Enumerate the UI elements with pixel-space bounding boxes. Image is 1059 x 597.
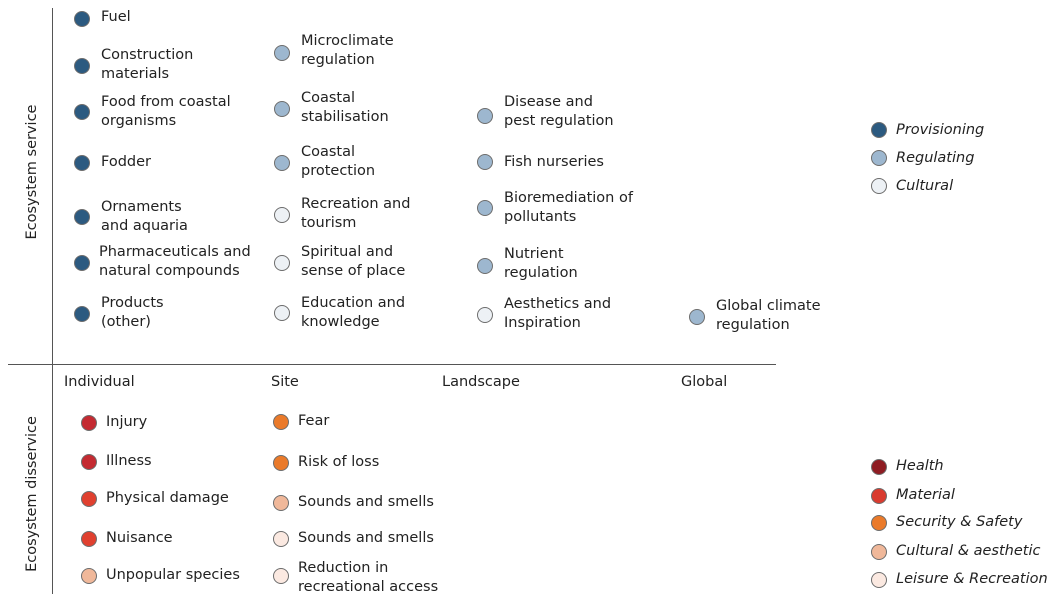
- service-label-aesthetics: Aesthetics and Inspiration: [504, 296, 612, 331]
- service-dot-fish-nurseries: [477, 154, 493, 170]
- disservice-label-nuisance: Nuisance: [106, 530, 173, 546]
- disservice-dot-risk-of-loss: [273, 455, 289, 471]
- service-dot-spiritual: [274, 255, 290, 271]
- service-dot-bioremediation: [477, 200, 493, 216]
- service-label-products-other: Products (other): [101, 295, 164, 330]
- service-dot-disease-pest: [477, 108, 493, 124]
- service-label-fodder: Fodder: [101, 154, 151, 170]
- service-label-global-climate: Global climate regulation: [716, 298, 821, 333]
- service-dot-coastal-stabilisation: [274, 101, 290, 117]
- service-label-disease-pest: Disease and pest regulation: [504, 94, 614, 129]
- service-label-coastal-stabilisation: Coastal stabilisation: [301, 90, 389, 125]
- service-dot-nutrient-regulation: [477, 258, 493, 274]
- scale-site: Site: [271, 374, 299, 390]
- service-label-recreation-tourism: Recreation and tourism: [301, 196, 411, 231]
- service-dot-aesthetics: [477, 307, 493, 323]
- service-label-fish-nurseries: Fish nurseries: [504, 154, 604, 170]
- legend-label-cultural-aesthetic: Cultural & aesthetic: [896, 543, 1041, 559]
- legend-dot-leisure-recreation: [871, 572, 887, 588]
- ecosystem-disservice-axis-label: Ecosystem disservice: [24, 416, 40, 572]
- disservice-label-sounds-smells-leisure: Sounds and smells: [298, 530, 434, 546]
- horizontal-axis-line: [8, 364, 776, 366]
- service-label-pharmaceuticals: Pharmaceuticals and natural compounds: [99, 244, 251, 279]
- legend-dot-cultural-aesthetic: [871, 544, 887, 560]
- disservice-dot-sounds-smells-leisure: [273, 531, 289, 547]
- service-dot-coastal-protection: [274, 155, 290, 171]
- disservice-label-illness: Illness: [106, 453, 152, 469]
- service-dot-pharmaceuticals: [74, 255, 90, 271]
- disservice-dot-reduction-access: [273, 568, 289, 584]
- disservice-label-reduction-access: Reduction in recreational access: [298, 560, 439, 595]
- service-label-nutrient-regulation: Nutrient regulation: [504, 246, 578, 281]
- legend-label-regulating: Regulating: [896, 150, 975, 166]
- disservice-label-injury: Injury: [106, 414, 148, 430]
- service-label-microclimate: Microclimate regulation: [301, 33, 394, 68]
- legend-label-provisioning: Provisioning: [896, 122, 985, 138]
- service-dot-education: [274, 305, 290, 321]
- service-dot-fuel: [74, 11, 90, 27]
- disservice-label-risk-of-loss: Risk of loss: [298, 454, 380, 470]
- legend-dot-cultural: [871, 178, 887, 194]
- scale-global: Global: [681, 374, 728, 390]
- service-label-food-from-coastal-organisms: Food from coastal organisms: [101, 94, 231, 129]
- scale-landscape: Landscape: [442, 374, 520, 390]
- legend-label-material: Material: [896, 487, 955, 503]
- legend-label-leisure-recreation: Leisure & Recreation: [896, 571, 1048, 587]
- disservice-label-fear: Fear: [298, 413, 330, 429]
- ecosystem-service-axis-label: Ecosystem service: [24, 104, 40, 240]
- legend-label-health: Health: [896, 458, 944, 474]
- service-dot-construction-materials: [74, 58, 90, 74]
- service-label-education: Education and knowledge: [301, 295, 406, 330]
- legend-dot-security-safety: [871, 515, 887, 531]
- legend-label-security-safety: Security & Safety: [896, 514, 1023, 530]
- disservice-dot-sounds-smells-cultural: [273, 495, 289, 511]
- legend-dot-regulating: [871, 150, 887, 166]
- service-dot-global-climate: [689, 309, 705, 325]
- legend-dot-material: [871, 488, 887, 504]
- legend-label-cultural: Cultural: [896, 178, 954, 194]
- disservice-dot-physical-damage: [81, 491, 97, 507]
- service-label-ornaments-aquaria: Ornaments and aquaria: [101, 199, 188, 234]
- service-label-bioremediation: Bioremediation of pollutants: [504, 190, 633, 225]
- service-label-construction-materials: Construction materials: [101, 47, 194, 82]
- disservice-dot-injury: [81, 415, 97, 431]
- disservice-label-unpopular-species: Unpopular species: [106, 567, 240, 583]
- disservice-label-sounds-smells-cultural: Sounds and smells: [298, 494, 434, 510]
- legend-dot-provisioning: [871, 122, 887, 138]
- service-dot-fodder: [74, 155, 90, 171]
- disservice-label-physical-damage: Physical damage: [106, 490, 229, 506]
- service-dot-recreation-tourism: [274, 207, 290, 223]
- vertical-axis-line: [52, 8, 54, 594]
- service-dot-products-other: [74, 306, 90, 322]
- disservice-dot-nuisance: [81, 531, 97, 547]
- service-dot-microclimate: [274, 45, 290, 61]
- disservice-dot-illness: [81, 454, 97, 470]
- scale-individual: Individual: [64, 374, 135, 390]
- service-dot-food-from-coastal-organisms: [74, 104, 90, 120]
- service-label-fuel: Fuel: [101, 9, 131, 25]
- disservice-dot-fear: [273, 414, 289, 430]
- service-dot-ornaments-aquaria: [74, 209, 90, 225]
- service-label-coastal-protection: Coastal protection: [301, 144, 376, 179]
- service-label-spiritual: Spiritual and sense of place: [301, 244, 406, 279]
- legend-dot-health: [871, 459, 887, 475]
- disservice-dot-unpopular-species: [81, 568, 97, 584]
